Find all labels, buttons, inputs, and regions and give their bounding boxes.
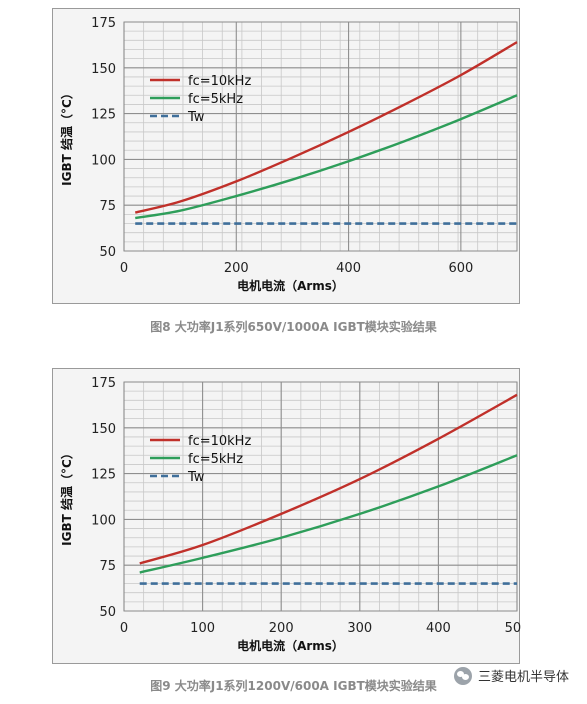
chart-1-y-tick-label: 125	[91, 108, 116, 123]
chart-1-plot-border	[123, 21, 518, 252]
chart-2-y-tick-label: 150	[91, 422, 116, 437]
chart-1-svg: 50 75 100 125 150 175 0 200 400 600 电机电流（Arms） IGBT…	[59, 16, 518, 293]
watermark-text: 三菱电机半导体	[477, 670, 569, 685]
chart-1-series-line-1	[135, 94, 518, 220]
chart-1-legend-label-2: Tw	[187, 110, 205, 125]
chart-1-y-tick-label: 150	[91, 62, 116, 77]
figure-caption-1: 图8 大功率J1系列650V/1000A IGBT模块实验结果	[150, 320, 437, 334]
chart-1-y-tick-label: 175	[91, 16, 116, 31]
chart-2-series-line-0	[139, 393, 518, 565]
chart-1-y-tick-label: 75	[99, 199, 116, 214]
chart-1-x-tick-label: 200	[224, 261, 249, 276]
chart-1-y-axis-label: IGBT 结温（°C）	[59, 87, 74, 186]
chart-2-x-tick-label: 200	[269, 621, 294, 636]
chart-1-x-tick-label: 600	[448, 261, 473, 276]
chart-2-legend-label-1: fc=5kHz	[188, 452, 243, 467]
chart-1-x-tick-label: 400	[336, 261, 361, 276]
wechat-icon	[453, 666, 472, 685]
figure-caption-2: 图9 大功率J1系列1200V/600A IGBT模块实验结果	[150, 679, 437, 693]
chart-panel-1: 50 75 100 125 150 175 0 200 400 600 电机电流（Arms） IGBT…	[52, 8, 520, 304]
watermark: 三菱电机半导体	[453, 666, 569, 685]
chart-2-x-tick-label: 400	[426, 621, 451, 636]
chart-2-legend-label-0: fc=10kHz	[188, 434, 251, 449]
chart-2-y-tick-label: 75	[99, 559, 116, 574]
chart-1-legend-label-1: fc=5kHz	[188, 92, 243, 107]
chart-1-x-axis-label: 电机电流（Arms）	[237, 278, 344, 293]
chart-2-y-axis-label: IGBT 结温（°C）	[59, 447, 74, 546]
chart-2-y-tick-label: 125	[91, 468, 116, 483]
chart-2-x-tick-label: 100	[190, 621, 215, 636]
chart-1-y-tick-label: 100	[91, 153, 116, 168]
chart-2-y-tick-label: 50	[99, 605, 116, 620]
chart-2-y-tick-label: 175	[91, 376, 116, 391]
chart-2-x-axis-label: 电机电流（Arms）	[237, 638, 344, 653]
chart-1-legend-label-0: fc=10kHz	[188, 74, 251, 89]
chart-1-y-tick-label: 50	[99, 245, 116, 260]
chart-1-series-line-0	[134, 41, 518, 214]
chart-2-plot-border	[123, 381, 518, 612]
chart-2-series-line-1	[139, 454, 518, 574]
chart-2-svg: 50 75 100 125 150 175 0 100 200 300 400 500 电机电流（Arm…	[59, 376, 521, 653]
chart-2-legend-label-2: Tw	[187, 470, 205, 485]
chart-2-x-tick-label: 300	[347, 621, 372, 636]
chart-2-x-tick-label: 0	[120, 621, 128, 636]
chart-1-x-tick-label: 0	[120, 261, 128, 276]
chart-2-x-tick-label: 500	[505, 621, 521, 636]
chart-2-y-tick-label: 100	[91, 513, 116, 528]
chart-panel-2: 50 75 100 125 150 175 0 100 200 300 400 500 电机电流（Arm…	[52, 368, 521, 664]
